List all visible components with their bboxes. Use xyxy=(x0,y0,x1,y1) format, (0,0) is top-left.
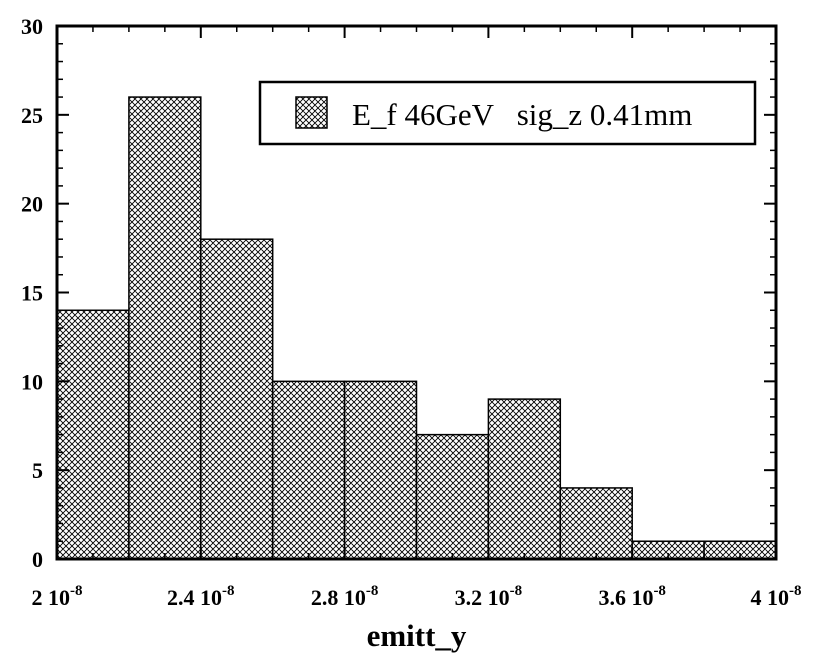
x-tick-labels: 2 10-8 2.4 10-8 2.8 10-8 3.2 10-8 3.6 10-8 4 … xyxy=(32,583,802,610)
x-tick-label: 2 10-8 xyxy=(32,583,83,610)
y-tick-labels: 0 5 10 15 20 25 30 xyxy=(21,14,43,572)
legend-swatch xyxy=(295,96,328,129)
histogram-bar xyxy=(200,238,274,560)
y-tick-label: 5 xyxy=(32,458,43,483)
legend-label: E_f 46GeV sig_z 0.41mm xyxy=(352,97,692,132)
x-tick-label: 4 10-8 xyxy=(751,583,802,610)
x-tick-label: 2.4 10-8 xyxy=(167,583,235,610)
x-tick-label: 3.2 10-8 xyxy=(455,583,523,610)
x-axis-title: emitt_y xyxy=(367,618,467,653)
y-tick-label: 20 xyxy=(21,192,43,217)
histogram-bar xyxy=(128,96,202,560)
histogram-bar xyxy=(559,487,633,560)
legend: E_f 46GeV sig_z 0.41mm xyxy=(258,80,757,146)
y-tick-label: 25 xyxy=(21,103,43,128)
x-tick-label: 2.8 10-8 xyxy=(311,583,379,610)
y-tick-label: 0 xyxy=(32,547,43,572)
x-tick-label: 3.6 10-8 xyxy=(598,583,666,610)
legend-box xyxy=(258,80,757,146)
y-tick-label: 30 xyxy=(21,14,43,39)
histogram-bars xyxy=(56,96,777,560)
histogram-bar xyxy=(343,380,418,560)
histogram-bar xyxy=(415,433,490,560)
histogram-bar xyxy=(487,398,562,560)
histogram-bar xyxy=(271,380,346,560)
plot-frame xyxy=(55,24,778,561)
y-tick-label: 15 xyxy=(21,281,43,306)
y-tick-label: 10 xyxy=(21,369,43,394)
histogram-bar xyxy=(56,309,130,560)
